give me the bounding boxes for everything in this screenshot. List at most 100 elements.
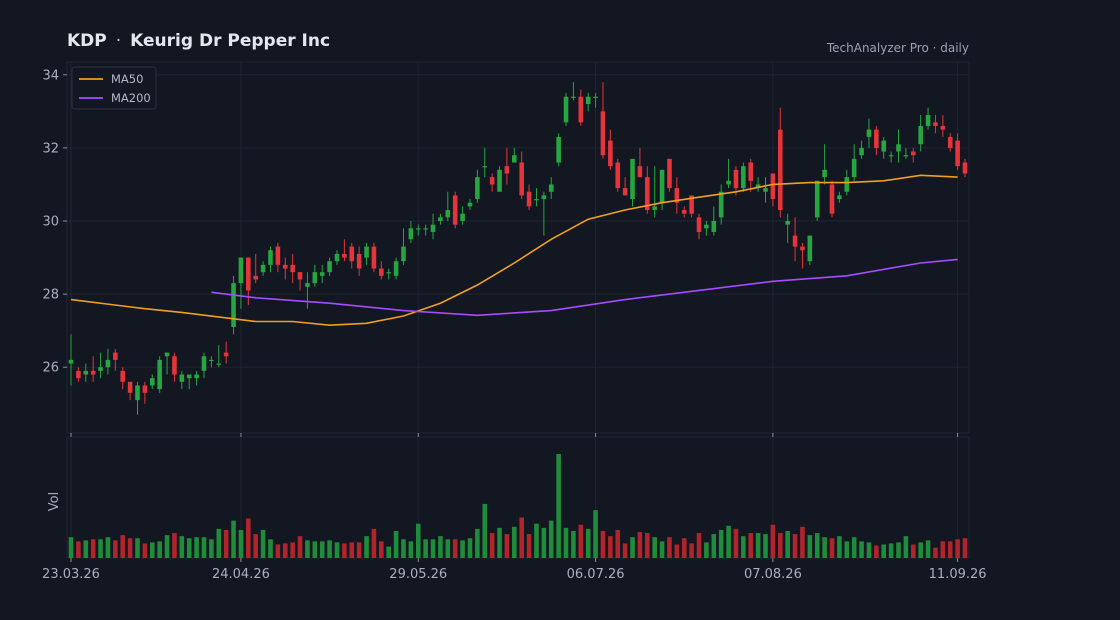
- x-tick-label: 06.07.26: [567, 567, 625, 582]
- volume-bar: [216, 528, 222, 558]
- candle-body: [563, 96, 569, 123]
- candle-body: [681, 210, 687, 214]
- volume-bar: [475, 528, 480, 558]
- candle-body: [297, 272, 303, 280]
- candle-body: [127, 381, 133, 393]
- candle-body: [164, 352, 170, 357]
- volume-bar: [408, 541, 414, 558]
- candle-body: [615, 162, 621, 189]
- candle-body: [910, 151, 916, 156]
- legend-label: MA200: [111, 91, 151, 105]
- x-tick-label: 23.03.26: [42, 567, 100, 582]
- y-tick-label: 26: [42, 361, 59, 376]
- volume-bar: [556, 454, 561, 558]
- volume-bar: [955, 539, 960, 558]
- volume-bar: [349, 542, 355, 558]
- volume-bar: [770, 524, 776, 558]
- volume-panel-frame: [66, 436, 970, 559]
- candle-body: [201, 356, 207, 371]
- candle-body: [785, 221, 790, 225]
- candle-body: [379, 268, 384, 276]
- volume-bar: [881, 544, 887, 558]
- candle-body: [763, 188, 768, 192]
- volume-bar: [748, 533, 754, 558]
- candle-body: [645, 177, 650, 211]
- ticker-symbol: KDP: [67, 31, 107, 51]
- volume-bar: [312, 541, 318, 558]
- candle-body: [608, 140, 613, 167]
- volume-bar: [445, 539, 451, 558]
- candle-body: [475, 177, 480, 200]
- volume-bar: [704, 542, 709, 558]
- volume-bar: [726, 525, 731, 558]
- volume-bar: [755, 533, 761, 558]
- volume-bar: [763, 534, 768, 558]
- candle-body: [231, 283, 236, 327]
- volume-bar: [497, 527, 502, 558]
- volume-bar: [246, 518, 251, 558]
- volume-bar: [327, 540, 332, 558]
- candle-body: [718, 191, 724, 218]
- candle-body: [659, 169, 665, 203]
- volume-bar: [630, 537, 635, 558]
- candle-body: [246, 257, 251, 291]
- candle-body: [741, 166, 746, 189]
- volume-bar: [371, 528, 377, 558]
- candle-body: [541, 195, 547, 200]
- volume-bar: [622, 543, 628, 558]
- candle-body: [186, 374, 192, 379]
- candle-body: [600, 111, 606, 156]
- candle-body: [859, 147, 864, 156]
- volume-bar: [874, 545, 879, 558]
- volume-bar: [356, 542, 362, 558]
- volume-bar: [209, 539, 214, 558]
- candle-body: [209, 359, 214, 362]
- volume-bar: [194, 537, 199, 558]
- volume-bar: [452, 539, 458, 558]
- volume-bar: [593, 510, 598, 558]
- candle-body: [430, 224, 436, 232]
- candle-body: [548, 184, 554, 192]
- volume-bar: [741, 536, 746, 558]
- candle-body: [364, 246, 369, 258]
- volume-bar: [290, 542, 295, 558]
- candle-body: [408, 228, 414, 240]
- volume-bar: [534, 523, 539, 558]
- price-panel-frame: [66, 61, 970, 434]
- volume-bar: [526, 534, 532, 558]
- candle-body: [157, 359, 162, 390]
- candle-body: [940, 125, 946, 130]
- volume-bar: [608, 536, 613, 558]
- volume-bar: [282, 543, 288, 558]
- candle-body: [76, 370, 81, 379]
- candle-body: [135, 385, 140, 401]
- candle-body: [179, 374, 185, 382]
- candle-body: [526, 191, 532, 207]
- candle-body: [393, 261, 399, 276]
- candle-body: [334, 253, 340, 262]
- volume-bar: [305, 540, 310, 558]
- volume-bar: [829, 538, 835, 558]
- candle-body: [733, 169, 739, 189]
- y-tick-label: 30: [42, 215, 59, 230]
- volume-bar: [438, 536, 443, 558]
- volume-bar: [379, 541, 384, 558]
- volume-bar: [792, 534, 798, 558]
- volume-bar: [275, 544, 281, 558]
- candle-body: [223, 352, 229, 357]
- candle-body: [467, 202, 473, 207]
- candle-body: [445, 210, 451, 218]
- volume-bar: [903, 536, 909, 558]
- volume-bar: [866, 542, 872, 558]
- volume-bar: [386, 546, 391, 558]
- candle-body: [777, 129, 783, 211]
- volume-bar: [785, 530, 790, 558]
- volume-bar: [238, 529, 244, 558]
- volume-bar: [600, 530, 606, 558]
- company-name: Keurig Dr Pepper Inc: [130, 31, 331, 51]
- volume-bar: [319, 541, 325, 558]
- volume-bar: [260, 529, 266, 558]
- volume-bar: [940, 541, 946, 558]
- candle-body: [874, 129, 879, 148]
